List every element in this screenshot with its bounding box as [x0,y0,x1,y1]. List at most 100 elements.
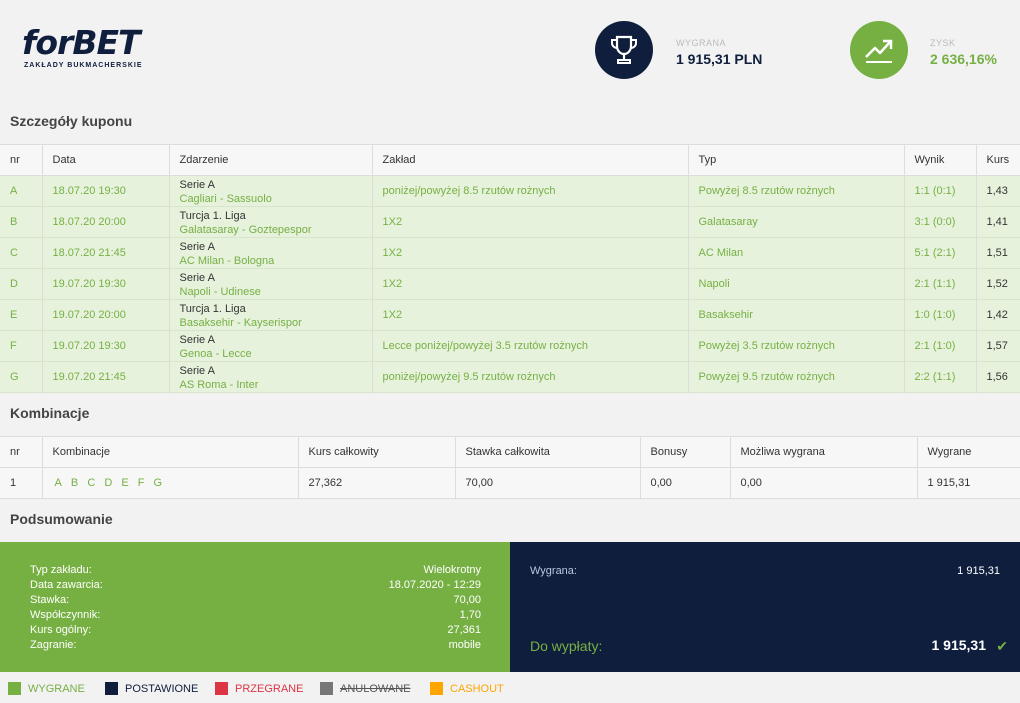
row-event: Serie A Genoa - Lecce [169,330,373,362]
legend-item-cancelled: ANULOWANE [320,682,411,695]
row-event: Serie A Cagliari - Sassuolo [169,175,373,207]
legend-swatch [215,682,228,695]
payout-value: 1 915,31 [931,637,987,653]
logo-wordmark: forBET [22,23,141,62]
row-date: 19.07.20 20:00 [42,299,170,331]
row-odds: 1,56 [986,371,1008,383]
row-bet: 1X2 [372,206,689,238]
row-event: Turcja 1. Liga Basaksehir - Kayserispor [169,299,373,331]
row-nr: D [0,268,43,300]
legend-item-cashout: CASHOUT [430,682,504,695]
row-nr: A [0,175,43,207]
row-type: Napoli [688,268,905,300]
row-bet: 1X2 [372,299,689,331]
table-row: F 19.07.20 19:30 Serie A Genoa - Lecce Lecce… [0,330,1020,362]
row-result: 3:1 (0:0) [904,206,977,238]
row-type: Powyżej 3.5 rzutów rożnych [688,330,905,362]
row-type: Powyżej 8.5 rzutów rożnych [688,175,905,207]
row-odds: 1,52 [986,278,1008,290]
row-nr: G [0,361,43,393]
combo-bonus: 0,00 [640,467,731,499]
coupon-table: nr Data Zdarzenie Zakład Typ Wynik Kurs … [0,144,1020,393]
status-legend: WYGRANE POSTAWIONE PRZEGRANE ANULOWANE C… [0,673,1020,703]
table-row: C 18.07.20 21:45 Serie A AC Milan - Bologna… [0,237,1020,269]
summary-key: Zagranie: [30,639,77,651]
row-date: 19.07.20 19:30 [42,268,170,300]
legend-item-placed: POSTAWIONE [105,682,198,695]
row-result: 5:1 (2:1) [904,237,977,269]
event-teams: Napoli - Udinese [179,285,261,298]
row-odds: 1,57 [986,340,1008,352]
combo-col-total-stake: Stawka całkowita [455,436,641,468]
row-result: 2:1 (1:0) [904,330,977,362]
summary-value: mobile [448,639,481,651]
combo-letter[interactable]: G [153,477,163,489]
summary-value: 1,70 [459,609,481,621]
legend-label: ANULOWANE [340,682,411,695]
coupon-header-row: nr Data Zdarzenie Zakład Typ Wynik Kurs [0,144,1020,176]
legend-label: CASHOUT [450,682,504,695]
profit-label: ZYSK [930,38,956,48]
combo-col-possible-win: Możliwa wygrana [730,436,918,468]
col-odds: Kurs [976,144,1020,176]
col-bet: Zakład [372,144,689,176]
summary-row-bet-type: Typ zakładu: Wielokrotny [30,564,481,579]
logo-subtitle: ZAKŁADY BUKMACHERSKIE [24,62,143,69]
col-type: Typ [688,144,905,176]
combo-letter[interactable]: F [137,477,145,489]
row-result: 1:1 (0:1) [904,175,977,207]
summary-key: Kurs ogólny: [30,624,92,636]
row-bet: 1X2 [372,268,689,300]
row-odds: 1,51 [986,247,1008,259]
combinations-table: nr Kombinacje Kurs całkowity Stawka całk… [0,436,1020,499]
combo-letter[interactable]: E [121,477,129,489]
row-nr: C [0,237,43,269]
row-nr: F [0,330,43,362]
combo-letter[interactable]: A [54,477,62,489]
row-event: Serie A AS Roma - Inter [169,361,373,393]
col-result: Wynik [904,144,977,176]
event-teams: AC Milan - Bologna [179,254,275,267]
combo-col-total-odds: Kurs całkowity [298,436,456,468]
row-nr: B [0,206,43,238]
header: forBET ZAKŁADY BUKMACHERSKIE WYGRANA 1 9… [0,0,1020,105]
combo-total-stake: 70,00 [455,467,641,499]
event-teams: Basaksehir - Kayserispor [179,316,302,329]
summary-key: Współczynnik: [30,609,101,621]
row-odds: 1,41 [986,216,1008,228]
row-bet: Lecce poniżej/powyżej 3.5 rzutów rożnych [372,330,689,362]
row-result: 2:2 (1:1) [904,361,977,393]
combo-letter[interactable]: C [87,477,96,489]
row-type: Powyżej 9.5 rzutów rożnych [688,361,905,393]
row-odds: 1,42 [986,309,1008,321]
combinations-title: Kombinacje [10,405,90,421]
row-date: 18.07.20 19:30 [42,175,170,207]
trophy-badge [595,21,653,79]
combo-nr: 1 [0,467,43,499]
row-date: 18.07.20 21:45 [42,237,170,269]
combo-letters: A B C D E F G [42,467,299,499]
combo-letter[interactable]: B [70,477,79,489]
summary-payout-panel: Wygrana: 1 915,31 Do wypłaty: 1 915,31 ✔ [510,542,1020,672]
legend-item-won: WYGRANE [8,682,85,695]
col-nr: nr [0,144,43,176]
legend-swatch [320,682,333,695]
combo-letter[interactable]: D [104,477,113,489]
combo-won: 1 915,31 [927,477,971,489]
summary-value: 27,361 [447,624,481,636]
forbet-logo[interactable]: forBET ZAKŁADY BUKMACHERSKIE [22,23,143,70]
col-date: Data [42,144,170,176]
row-event: Serie A Napoli - Udinese [169,268,373,300]
combo-total-odds: 27,362 [298,467,456,499]
payout-label: Do wypłaty: [530,638,603,654]
row-result: 2:1 (1:1) [904,268,977,300]
combinations-header-row: nr Kombinacje Kurs całkowity Stawka całk… [0,436,1020,468]
summary-key: Data zawarcia: [30,579,103,591]
table-row: 1 A B C D E F G 27,362 70,00 0,00 0,00 1… [0,467,1020,499]
legend-label: WYGRANE [28,682,85,695]
summary-value: 18.07.2020 - 12:29 [388,579,481,591]
summary-row-stake: Stawka: 70,00 [30,594,481,609]
summary-key: Stawka: [30,594,70,606]
event-league: Serie A [179,364,215,377]
summary-row-channel: Zagranie: mobile [30,639,481,654]
